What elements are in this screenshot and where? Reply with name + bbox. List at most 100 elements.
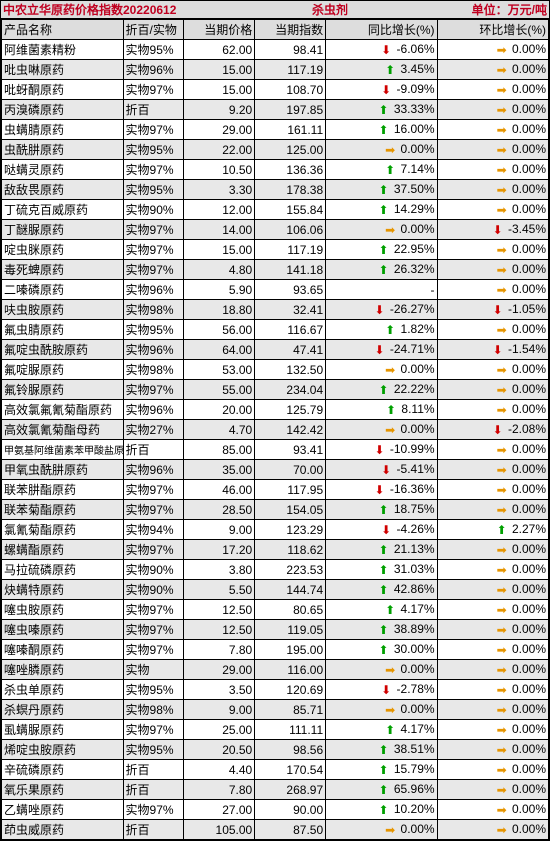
cell-index: 119.05 [255,620,326,640]
cell-mom: ➡ 0.00% [437,60,548,80]
cell-mom: ➡ 0.00% [437,480,548,500]
cell-yoy: ➡ 0.00% [326,820,437,840]
cell-yoy: ⬇ -9.09% [326,80,437,100]
cell-yoy: ⬇ -16.36% [326,480,437,500]
table-row: 乙螨唑原药实物97%27.0090.00⬆ 10.20%➡ 0.00% [2,800,549,820]
cell-mom: ➡ 0.00% [437,320,548,340]
col-name: 产品名称 [2,20,124,40]
cell-name: 甲氧虫酰肼原药 [2,460,124,480]
cell-index: 85.71 [255,700,326,720]
cell-name: 呋虫胺原药 [2,300,124,320]
page-title: 中农立华原药价格指数20220612 [1,1,211,18]
cell-yoy: - [326,280,437,300]
table-row: 丙溴磷原药折百9.20197.85⬆ 33.33%➡ 0.00% [2,100,549,120]
cell-index: 106.06 [255,220,326,240]
cell-price: 27.00 [184,800,255,820]
table-row: 呋虫胺原药实物98%18.8032.41⬇ -26.27%⬇ -1.05% [2,300,549,320]
cell-name: 马拉硫磷原药 [2,560,124,580]
table-row: 噻嗪酮原药实物97%7.80195.00⬆ 30.00%➡ 0.00% [2,640,549,660]
cell-spec: 实物98% [123,700,184,720]
cell-mom: ⬇ -1.54% [437,340,548,360]
cell-name: 噻虫胺原药 [2,600,124,620]
cell-spec: 实物90% [123,200,184,220]
cell-name: 噻唑膦原药 [2,660,124,680]
cell-mom: ➡ 0.00% [437,560,548,580]
cell-name: 氧乐果原药 [2,780,124,800]
cell-price: 29.00 [184,120,255,140]
cell-price: 105.00 [184,820,255,840]
cell-spec: 实物96% [123,460,184,480]
title-bar: 中农立华原药价格指数20220612 杀虫剂 单位：万元/吨 [1,1,549,19]
cell-spec: 实物97% [123,220,184,240]
cell-spec: 实物98% [123,300,184,320]
cell-index: 80.65 [255,600,326,620]
cell-name: 氯氰菊酯原药 [2,520,124,540]
cell-index: 118.62 [255,540,326,560]
cell-mom: ➡ 0.00% [437,780,548,800]
cell-spec: 折百 [123,100,184,120]
table-row: 氯氰菊酯原药实物94%9.00123.29⬇ -4.26%⬆ 2.27% [2,520,549,540]
cell-name: 哒螨灵原药 [2,160,124,180]
cell-spec: 实物96% [123,280,184,300]
cell-name: 噻虫嗪原药 [2,620,124,640]
cell-price: 56.00 [184,320,255,340]
cell-mom: ➡ 0.00% [437,820,548,840]
cell-price: 64.00 [184,340,255,360]
cell-mom: ⬆ 2.27% [437,520,548,540]
cell-yoy: ⬆ 8.11% [326,400,437,420]
cell-spec: 实物95% [123,740,184,760]
cell-index: 116.67 [255,320,326,340]
table-row: 联苯菊酯原药实物97%28.50154.05⬆ 18.75%➡ 0.00% [2,500,549,520]
cell-price: 53.00 [184,360,255,380]
cell-index: 223.53 [255,560,326,580]
cell-mom: ➡ 0.00% [437,660,548,680]
cell-yoy: ⬆ 3.45% [326,60,437,80]
table-row: 杀螟丹原药实物98%9.0085.71➡ 0.00%➡ 0.00% [2,700,549,720]
table-row: 吡蚜酮原药实物97%15.00108.70⬇ -9.09%➡ 0.00% [2,80,549,100]
cell-index: 117.95 [255,480,326,500]
col-mom: 环比增长(%) [437,20,548,40]
cell-spec: 实物97% [123,120,184,140]
cell-price: 9.20 [184,100,255,120]
cell-name: 烯啶虫胺原药 [2,740,124,760]
cell-spec: 实物95% [123,40,184,60]
cell-mom: ➡ 0.00% [437,740,548,760]
cell-spec: 实物95% [123,320,184,340]
cell-yoy: ⬆ 22.95% [326,240,437,260]
cell-price: 7.80 [184,640,255,660]
cell-spec: 实物97% [123,80,184,100]
cell-mom: ➡ 0.00% [437,680,548,700]
cell-price: 12.00 [184,200,255,220]
cell-mom: ➡ 0.00% [437,160,548,180]
cell-spec: 折百 [123,820,184,840]
cell-yoy: ⬆ 4.17% [326,600,437,620]
cell-price: 12.50 [184,600,255,620]
cell-mom: ➡ 0.00% [437,380,548,400]
cell-spec: 实物95% [123,680,184,700]
cell-mom: ➡ 0.00% [437,700,548,720]
cell-index: 197.85 [255,100,326,120]
cell-yoy: ➡ 0.00% [326,360,437,380]
cell-name: 丁硫克百威原药 [2,200,124,220]
cell-mom: ⬇ -2.08% [437,420,548,440]
cell-price: 18.80 [184,300,255,320]
cell-price: 20.50 [184,740,255,760]
cell-spec: 实物97% [123,620,184,640]
cell-name: 丙溴磷原药 [2,100,124,120]
cell-price: 4.40 [184,760,255,780]
cell-spec: 实物97% [123,160,184,180]
cell-price: 3.50 [184,680,255,700]
cell-index: 144.74 [255,580,326,600]
cell-price: 85.00 [184,440,255,460]
cell-name: 螺螨酯原药 [2,540,124,560]
cell-index: 98.41 [255,40,326,60]
cell-mom: ➡ 0.00% [437,100,548,120]
table-row: 虫酰肼原药实物95%22.00125.00➡ 0.00%➡ 0.00% [2,140,549,160]
category-label: 杀虫剂 [211,1,449,18]
cell-spec: 折百 [123,760,184,780]
cell-mom: ➡ 0.00% [437,500,548,520]
cell-price: 7.80 [184,780,255,800]
price-table: 产品名称 折百/实物 当期价格 当期指数 同比增长(%) 环比增长(%) 阿维菌… [1,19,549,840]
cell-index: 111.11 [255,720,326,740]
cell-index: 117.19 [255,240,326,260]
